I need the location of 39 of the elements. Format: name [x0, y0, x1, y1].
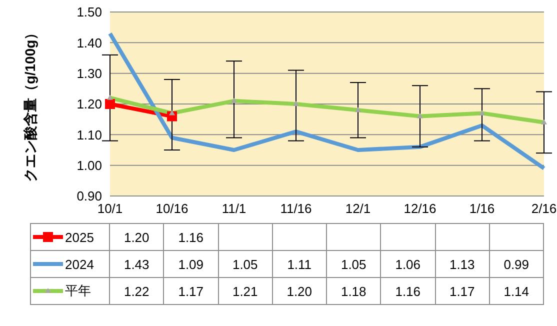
data-label: 1.13 — [436, 251, 490, 278]
point — [105, 99, 115, 109]
data-label: 1.14 — [490, 278, 544, 305]
y-tick-label: 0.90 — [76, 188, 102, 204]
y-tick-label: 1.20 — [76, 96, 102, 112]
data-label: 1.18 — [327, 278, 382, 305]
legend-label: 平年 — [65, 282, 91, 300]
x-tick-label: 10/16 — [156, 201, 188, 216]
line-series — [108, 31, 546, 170]
data-label: 1.11 — [272, 251, 327, 278]
x-tick-label: 11/1 — [222, 201, 246, 216]
data-label: 1.20 — [272, 278, 327, 305]
data-label: 1.16 — [164, 224, 218, 251]
x-tick-label: 12/1 — [345, 201, 371, 216]
y-tick-label: 1.30 — [76, 66, 102, 81]
data-label: 1.43 — [110, 251, 164, 278]
x-tick-label: 11/16 — [280, 201, 312, 216]
data-label: 1.06 — [381, 251, 436, 278]
y-tick-label: 1.10 — [76, 127, 102, 142]
data-label: 1.05 — [218, 251, 273, 278]
data-label: 1.21 — [218, 278, 273, 305]
legend-label: 2025 — [65, 230, 94, 244]
data-label: 0.99 — [490, 251, 544, 278]
data-label: 1.09 — [164, 251, 218, 278]
x-tick-label: 12/16 — [404, 201, 436, 216]
data-label: 1.16 — [381, 278, 436, 305]
y-tick-label: 1.50 — [76, 4, 102, 20]
data-label: 1.20 — [110, 224, 164, 251]
x-tick-label: 2/16 — [531, 201, 557, 216]
data-label: 1.22 — [110, 278, 164, 305]
x-tick-label: 10/1 — [97, 201, 123, 216]
y-tick-label: 1.00 — [76, 158, 102, 173]
data-label: 1.05 — [327, 251, 382, 278]
data-label: 1.17 — [164, 278, 218, 305]
y-tick-label: 1.40 — [76, 35, 102, 50]
y-axis-title: クエン酸含量（g/100g） — [22, 26, 38, 182]
legend-label: 2024 — [65, 256, 94, 272]
x-tick-label: 1/16 — [469, 201, 495, 216]
data-label: 1.17 — [436, 278, 490, 305]
